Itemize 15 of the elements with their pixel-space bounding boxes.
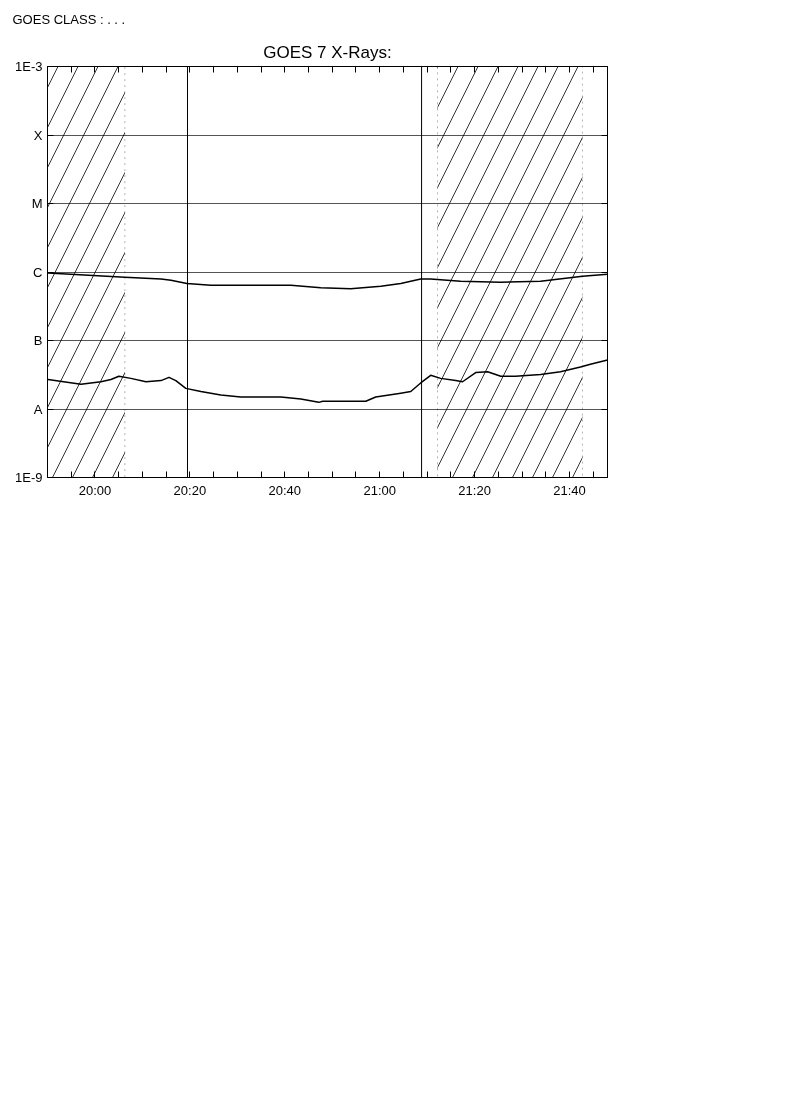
y-tick-label: A: [33, 401, 43, 417]
x-tick-label: 21:40: [553, 482, 586, 498]
y-tick-label: 1E-3: [15, 59, 43, 74]
y-tick-label: X: [33, 127, 43, 143]
text: GOES CLASS : . . .: [12, 11, 126, 27]
x-tick-label: 21:20: [458, 482, 491, 498]
y-tick-label: M: [31, 196, 43, 211]
x-tick-label: 20:00: [78, 482, 112, 498]
y-tick-label: 1E-9: [15, 470, 43, 485]
x-tick-label: 21:00: [363, 482, 396, 498]
x-tick-label: 20:40: [268, 482, 302, 498]
y-tick-label: C: [33, 264, 43, 280]
y-tick-label: B: [33, 333, 43, 348]
x-tick-label: 20:20: [173, 482, 207, 498]
chart-title: GOES 7 X-Rays:: [263, 42, 392, 62]
